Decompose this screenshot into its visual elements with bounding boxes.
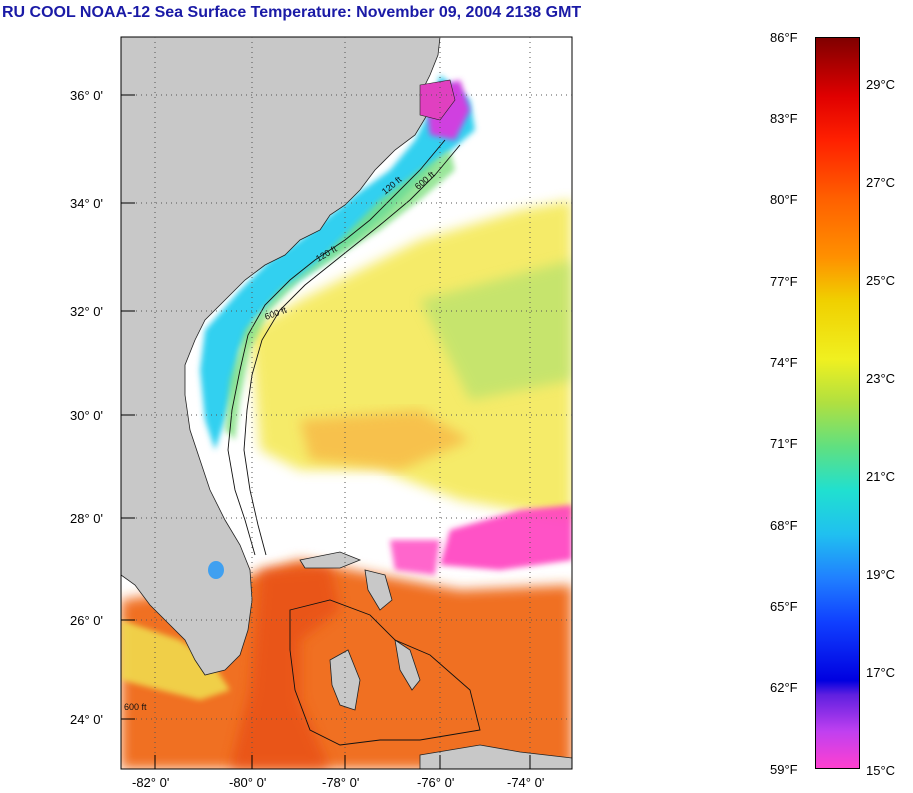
florida-keys-shelf xyxy=(121,620,230,700)
colorbar-label-74f: 74°F xyxy=(770,355,798,370)
isobath-label-600-south: 600 ft xyxy=(124,702,147,712)
cold-eddy-east xyxy=(440,505,572,570)
orange-streaks xyxy=(300,410,470,470)
gulf-stream-core xyxy=(230,565,340,769)
lat-label-28: 28° 0' xyxy=(70,511,103,526)
offshore-green-patches xyxy=(420,260,572,400)
lon-label-78: -78° 0' xyxy=(322,775,359,790)
isobath-bahamas xyxy=(289,599,481,746)
lon-label-82: -82° 0' xyxy=(132,775,169,790)
colorbar-label-83f: 83°F xyxy=(770,111,798,126)
colorbar-label-27c: 27°C xyxy=(866,175,896,190)
lat-label-36: 36° 0' xyxy=(70,88,103,103)
colorbar-label-86f: 86°F xyxy=(770,30,798,45)
coastal-green-band xyxy=(225,150,455,440)
lon-label-76: -76° 0' xyxy=(417,775,454,790)
page-title: RU COOL NOAA-12 Sea Surface Temperature:… xyxy=(2,4,582,21)
lat-label-24: 24° 0' xyxy=(70,712,103,727)
axis-ticks xyxy=(121,94,531,769)
map-frame xyxy=(121,37,572,769)
pamlico-sound xyxy=(419,79,456,121)
lon-label-80: -80° 0' xyxy=(229,775,266,790)
colorbar-label-21c: 21°C xyxy=(866,469,896,484)
lake-okeechobee xyxy=(208,561,224,579)
bahamas-grand-bahama xyxy=(299,551,362,569)
colorbar-label-62f: 62°F xyxy=(770,680,798,695)
colorbar-label-65f: 65°F xyxy=(770,599,798,614)
colorbar-label-29c: 29°C xyxy=(866,77,896,92)
lat-label-30: 30° 0' xyxy=(70,408,103,423)
lat-label-32: 32° 0' xyxy=(70,304,103,319)
colorbar-label-71f: 71°F xyxy=(770,436,798,451)
cuba xyxy=(419,744,572,769)
us-landmass xyxy=(121,37,441,676)
bahamas-andros xyxy=(329,649,361,711)
lat-label-34: 34° 0' xyxy=(70,196,103,211)
colorbar-label-25c: 25°C xyxy=(866,273,896,288)
graticule xyxy=(121,37,572,769)
lon-label-74: -74° 0' xyxy=(507,775,544,790)
colorbar-label-59f: 59°F xyxy=(770,762,798,777)
colorbar-label-19c: 19°C xyxy=(866,567,896,582)
colorbar-label-80f: 80°F xyxy=(770,192,798,207)
coastal-cool-band xyxy=(200,75,475,450)
colorbar-label-17c: 17°C xyxy=(866,665,896,680)
temperature-colorbar xyxy=(815,37,860,769)
colorbar-label-77f: 77°F xyxy=(770,274,798,289)
bahamas-eleuthera xyxy=(394,639,421,691)
lat-label-26: 26° 0' xyxy=(70,613,103,628)
cold-pocket-center xyxy=(390,540,440,575)
isobath-600ft xyxy=(243,144,461,556)
colorbar-label-15c: 15°C xyxy=(866,763,896,778)
bahamas-abaco xyxy=(364,569,393,611)
colorbar-label-23c: 23°C xyxy=(866,371,896,386)
map-border xyxy=(120,36,573,770)
colorbar-label-68f: 68°F xyxy=(770,518,798,533)
